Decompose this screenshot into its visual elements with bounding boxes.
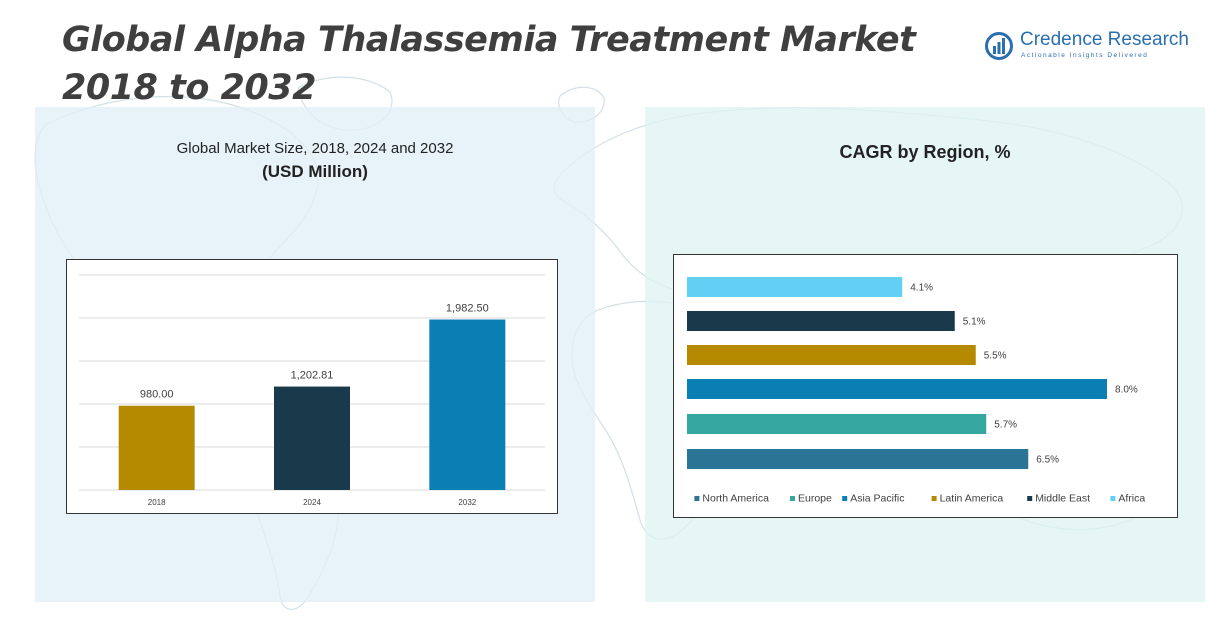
- data-label-africa: 4.1%: [910, 283, 933, 294]
- legend-label-north-america: North America: [702, 493, 769, 505]
- cagr-bar-chart: 6.5% 5.7% 8.0% 5.5% 5.1% 4.1% North America Eur…: [687, 277, 1145, 505]
- legend-swatch-latin-america: [931, 496, 937, 501]
- legend-swatch-europe: [790, 496, 795, 501]
- bar-africa: [687, 277, 903, 297]
- data-label-north-america: 6.5%: [1036, 455, 1059, 466]
- legend-label-europe: Europe: [798, 493, 832, 505]
- legend-label-latin-america: Latin America: [940, 493, 1004, 505]
- market-size-bar-chart: 980.00 2018 1,202.81 2024 1,982.50 2032: [79, 274, 545, 507]
- data-label-middle-east: 5.1%: [963, 317, 986, 328]
- logo-icon: [985, 32, 1013, 60]
- bar-latin-america: [687, 345, 976, 365]
- legend-swatch-asia-pacific: [842, 496, 848, 501]
- bar-2018: [118, 405, 195, 490]
- market-size-unit: (USD Million): [262, 162, 368, 181]
- legend-label-africa: Africa: [1118, 493, 1145, 505]
- data-label-asia-pacific: 8.0%: [1115, 385, 1138, 396]
- legend-label-middle-east: Middle East: [1035, 493, 1090, 505]
- x-tick-label-2032: 2032: [458, 498, 476, 507]
- x-tick-label-2018: 2018: [148, 498, 166, 507]
- cagr-chart: 6.5% 5.7% 8.0% 5.5% 5.1% 4.1% North America Eur…: [673, 254, 1178, 518]
- bar-2032: [429, 319, 506, 490]
- market-size-chart: 980.00 2018 1,202.81 2024 1,982.50 2032: [66, 259, 558, 514]
- bar-2024: [274, 386, 350, 490]
- cagr-subtitle: CAGR by Region, %: [839, 142, 1011, 162]
- page-title-line2: 2018 to 2032: [62, 68, 316, 108]
- data-label-2024: 1,202.81: [291, 370, 334, 382]
- data-label-2018: 980.00: [140, 389, 174, 401]
- x-tick-label-2024: 2024: [303, 498, 321, 507]
- legend-swatch-africa: [1110, 496, 1116, 501]
- page-title-line1: Global Alpha Thalassemia Treatment Marke…: [62, 20, 916, 60]
- data-label-2032: 1,982.50: [446, 303, 489, 315]
- logo-tagline: Actionable Insights Delivered: [1021, 52, 1149, 59]
- brand-logo: Credence Research Actionable Insights De…: [984, 28, 1189, 64]
- bar-middle-east: [687, 311, 955, 331]
- bar-europe: [687, 414, 987, 434]
- legend-label-asia-pacific: Asia Pacific: [850, 493, 904, 505]
- data-label-latin-america: 5.5%: [984, 351, 1007, 362]
- market-size-subtitle: Global Market Size, 2018, 2024 and 2032: [176, 140, 454, 157]
- legend-swatch-north-america: [694, 496, 700, 501]
- legend-swatch-middle-east: [1027, 496, 1033, 501]
- page-title: Global Alpha Thalassemia Treatment Marke…: [62, 16, 916, 112]
- bar-asia-pacific: [687, 379, 1107, 399]
- logo-name: Credence Research: [1020, 29, 1189, 50]
- data-label-europe: 5.7%: [994, 420, 1017, 431]
- bar-north-america: [687, 449, 1029, 469]
